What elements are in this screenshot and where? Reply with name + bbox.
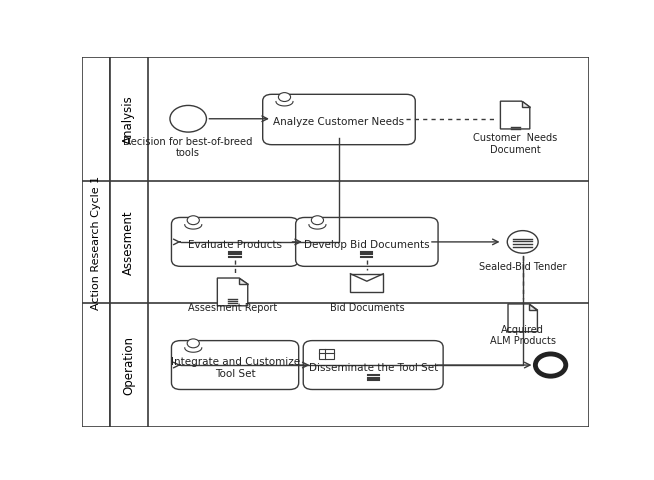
Text: Analysis: Analysis <box>122 96 135 144</box>
Text: Integrate and Customize
Tool Set: Integrate and Customize Tool Set <box>171 356 300 378</box>
Text: Action Research Cycle 1: Action Research Cycle 1 <box>91 176 101 309</box>
Text: Assesment: Assesment <box>122 210 135 275</box>
Text: Analyze Customer Needs: Analyze Customer Needs <box>273 117 405 127</box>
Text: Disseminate the Tool Set: Disseminate the Tool Set <box>309 362 438 372</box>
Circle shape <box>187 216 199 225</box>
FancyBboxPatch shape <box>263 95 415 145</box>
Circle shape <box>170 106 207 133</box>
Text: Assesment Report: Assesment Report <box>188 303 277 313</box>
Text: Bid Documents: Bid Documents <box>330 302 404 312</box>
Polygon shape <box>217 278 248 306</box>
FancyBboxPatch shape <box>296 218 438 267</box>
Bar <box>110 58 148 427</box>
Text: Acquired
ALM Products: Acquired ALM Products <box>490 324 556 346</box>
Text: Evaluate Products: Evaluate Products <box>188 239 282 249</box>
Circle shape <box>536 354 566 376</box>
Text: Decision for best-of-breed
tools: Decision for best-of-breed tools <box>124 136 253 158</box>
Bar <box>351 274 383 292</box>
Circle shape <box>279 94 290 102</box>
Bar <box>82 58 110 427</box>
FancyBboxPatch shape <box>171 218 299 267</box>
FancyBboxPatch shape <box>171 341 299 390</box>
Polygon shape <box>529 304 538 310</box>
Circle shape <box>187 339 199 348</box>
Text: Customer  Needs
Document: Customer Needs Document <box>473 133 557 154</box>
Text: Operation: Operation <box>122 336 135 395</box>
Polygon shape <box>522 102 530 108</box>
Polygon shape <box>239 278 248 285</box>
FancyBboxPatch shape <box>303 341 443 390</box>
Text: Sealed-Bid Tender: Sealed-Bid Tender <box>479 262 566 271</box>
Circle shape <box>311 216 324 225</box>
Polygon shape <box>500 102 530 130</box>
Polygon shape <box>508 304 538 332</box>
Bar <box>319 349 334 359</box>
Circle shape <box>508 231 538 253</box>
Text: Develop Bid Documents: Develop Bid Documents <box>304 239 430 249</box>
